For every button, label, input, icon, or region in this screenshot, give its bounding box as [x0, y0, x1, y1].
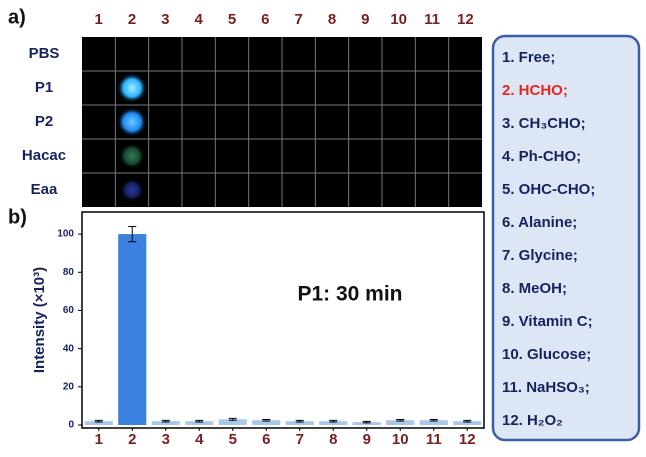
x-tick-label: 2 [128, 431, 136, 448]
well-spot [117, 73, 147, 103]
x-tick-label: 12 [459, 431, 476, 448]
x-tick-label: 10 [392, 431, 409, 448]
column-label: 5 [228, 11, 236, 28]
y-tick-label: 20 [63, 381, 75, 392]
legend-entry: 4. Ph-CHO; [502, 148, 581, 165]
bar [118, 234, 146, 425]
legend-entry: 12. H₂O₂ [502, 412, 563, 429]
y-tick-label: 80 [63, 267, 75, 278]
x-tick-label: 8 [329, 431, 337, 448]
column-label: 7 [294, 11, 302, 28]
row-label: P2 [35, 113, 53, 130]
row-label: P1 [35, 79, 53, 96]
x-tick-label: 3 [162, 431, 170, 448]
legend-entry: 5. OHC-CHO; [502, 181, 595, 198]
legend-entry: 11. NaHSO₃; [502, 379, 590, 396]
column-label: 10 [390, 11, 407, 28]
legend-entry: 3. CH₃CHO; [502, 115, 586, 132]
y-tick-label: 40 [63, 343, 75, 354]
x-tick-label: 11 [426, 431, 442, 448]
well-spot [119, 143, 145, 169]
column-label: 9 [361, 11, 369, 28]
figure: a) b) P1: 30 min Intensity (×10³) 123456… [0, 0, 646, 452]
column-label: 4 [194, 11, 203, 28]
legend-entry: 9. Vitamin C; [502, 313, 593, 330]
x-tick-label: 9 [363, 431, 371, 448]
y-tick-label: 60 [63, 305, 75, 316]
column-label: 11 [424, 11, 440, 28]
legend-entry: 7. Glycine; [502, 247, 578, 264]
column-label: 3 [161, 11, 169, 28]
y-axis-label: Intensity (×10³) [31, 267, 48, 373]
column-label: 6 [261, 11, 269, 28]
x-tick-label: 6 [262, 431, 270, 448]
annotation: P1: 30 min [297, 283, 402, 306]
column-label: 12 [457, 11, 474, 28]
panel-label: b) [8, 206, 27, 228]
panel-label: a) [8, 6, 26, 28]
well-spot [120, 178, 144, 202]
column-label: 8 [328, 11, 336, 28]
column-label: 1 [94, 11, 102, 28]
legend-entry: 1. Free; [502, 49, 555, 66]
legend-entry: 8. MeOH; [502, 280, 567, 297]
row-label: Hacac [22, 147, 66, 164]
column-label: 2 [128, 11, 136, 28]
x-tick-label: 1 [95, 431, 103, 448]
legend-entry: 2. HCHO; [502, 82, 568, 99]
legend-entry: 6. Alanine; [502, 214, 577, 231]
x-tick-label: 5 [229, 431, 237, 448]
row-label: PBS [29, 45, 60, 62]
y-tick-label: 100 [57, 229, 74, 240]
y-tick-label: 0 [68, 420, 74, 431]
row-label: Eaa [31, 181, 58, 198]
x-tick-label: 7 [296, 431, 304, 448]
well-spot [117, 107, 147, 137]
x-tick-label: 4 [195, 431, 204, 448]
legend-entry: 10. Glucose; [502, 346, 591, 363]
